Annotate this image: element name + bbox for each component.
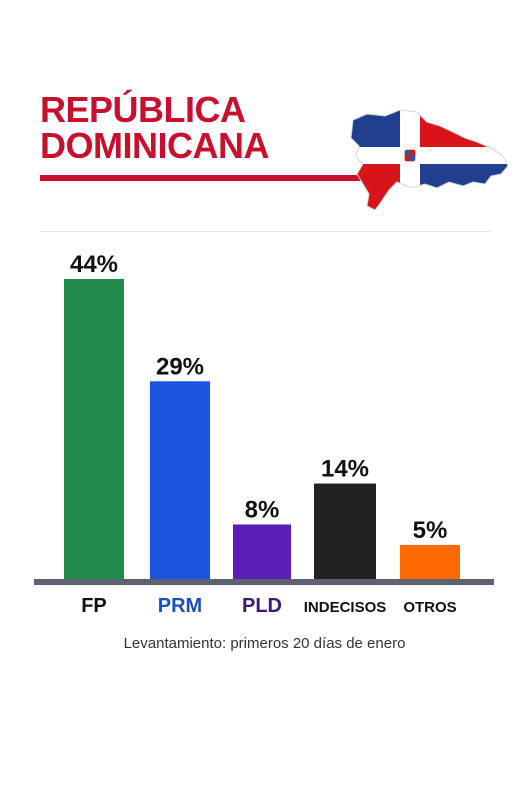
divider xyxy=(40,231,490,232)
bar-fp xyxy=(64,279,124,579)
category-label-fp: FP xyxy=(81,595,107,617)
category-label-indecisos: INDECISOS xyxy=(304,599,387,616)
bar-otros xyxy=(400,544,460,579)
value-label-prm: 29% xyxy=(156,353,204,380)
value-label-otros: 5% xyxy=(413,517,448,544)
bar-pld xyxy=(233,524,291,579)
dominican-republic-flag-map-icon xyxy=(350,109,509,211)
bar-chart: 44% FP 29% PRM 8% PLD 14% INDECISOS 5% OTROS xyxy=(34,251,494,617)
bar-indecisos xyxy=(314,483,376,579)
footnote: Levantamiento: primeros 20 días de enero xyxy=(123,635,406,652)
value-label-pld: 8% xyxy=(245,496,280,523)
category-label-prm: PRM xyxy=(158,595,202,617)
value-label-indecisos: 14% xyxy=(321,456,369,483)
value-label-fp: 44% xyxy=(70,251,118,278)
category-label-otros: OTROS xyxy=(403,599,456,616)
title-line-1: REPÚBLICA xyxy=(40,89,246,130)
chart-title: REPÚBLICA DOMINICANA xyxy=(40,92,269,164)
title-line-2: DOMINICANA xyxy=(40,125,269,166)
title-underline xyxy=(40,175,365,181)
bar-prm xyxy=(150,381,210,579)
category-label-pld: PLD xyxy=(242,595,282,617)
